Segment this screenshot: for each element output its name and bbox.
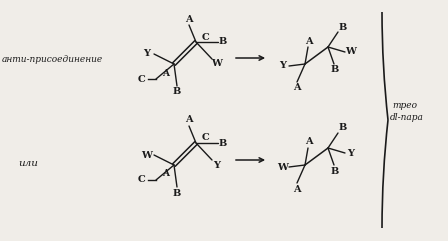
Text: A: A xyxy=(305,36,313,46)
Text: A: A xyxy=(293,83,301,93)
Text: A: A xyxy=(185,115,193,125)
Text: B: B xyxy=(173,188,181,198)
Text: Y: Y xyxy=(214,161,220,169)
Text: B: B xyxy=(331,167,339,175)
Text: C: C xyxy=(201,33,209,41)
Text: Y: Y xyxy=(143,49,151,59)
Text: A: A xyxy=(163,68,169,78)
Text: C: C xyxy=(138,74,146,83)
Text: Y: Y xyxy=(348,148,354,158)
Text: A: A xyxy=(163,169,169,179)
Text: B: B xyxy=(173,87,181,96)
Text: W: W xyxy=(345,47,357,56)
Text: B: B xyxy=(339,22,347,32)
Text: B: B xyxy=(331,66,339,74)
Text: B: B xyxy=(219,139,227,147)
Text: A: A xyxy=(185,14,193,24)
Text: C: C xyxy=(201,134,209,142)
Text: C: C xyxy=(138,175,146,185)
Text: W: W xyxy=(277,162,289,172)
Text: или: или xyxy=(18,159,38,167)
Text: W: W xyxy=(142,150,152,160)
Text: B: B xyxy=(219,38,227,47)
Text: A: A xyxy=(305,138,313,147)
Text: A: A xyxy=(293,185,301,194)
Text: B: B xyxy=(339,123,347,133)
Text: dl-пара: dl-пара xyxy=(390,114,424,122)
Text: Y: Y xyxy=(280,61,287,71)
Text: анти-присоединение: анти-присоединение xyxy=(2,55,103,65)
Text: W: W xyxy=(211,60,223,68)
Text: трео: трео xyxy=(392,100,417,109)
